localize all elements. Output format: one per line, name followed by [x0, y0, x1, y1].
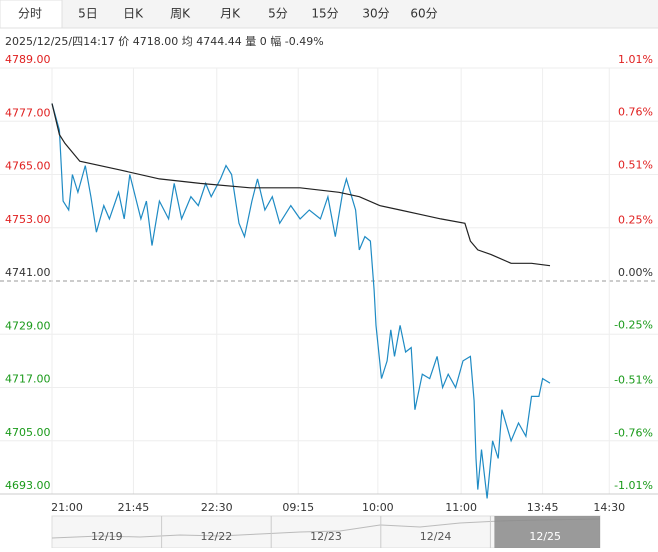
y2-tick-label: 0.51% — [618, 158, 653, 171]
y2-tick-label: 0.00% — [618, 266, 653, 279]
y2-tick-label: -0.51% — [614, 374, 653, 387]
tab-bar — [0, 0, 658, 28]
selected-tab[interactable] — [0, 0, 63, 29]
x-tick-label: 09:15 — [282, 501, 314, 514]
average-line — [51, 103, 551, 267]
info-price: 4718.00 — [129, 35, 178, 48]
y-tick-label: 4693.00 — [5, 479, 51, 492]
tab[interactable]: 5日 — [78, 7, 98, 21]
y2-tick-label: 0.25% — [618, 213, 653, 226]
tab[interactable]: 日K — [123, 7, 144, 21]
x-tick-label: 11:00 — [445, 501, 477, 514]
info-vol: 0 — [256, 35, 267, 48]
info-chg: -0.49% — [281, 35, 323, 48]
y-tick-label: 4705.00 — [5, 426, 51, 439]
info-chg-label: 幅 — [267, 35, 282, 48]
navigator-label[interactable]: 12/24 — [420, 530, 452, 543]
navigator-label[interactable]: 12/23 — [310, 530, 342, 543]
y-tick-label: 4729.00 — [5, 319, 51, 332]
y-tick-label: 4717.00 — [5, 373, 51, 386]
info-avg: 4744.44 — [193, 35, 242, 48]
info-vol-label: 量 — [242, 35, 257, 48]
y-tick-label: 4753.00 — [5, 213, 51, 226]
y2-tick-label: -0.25% — [614, 319, 653, 332]
y2-tick-label: 1.01% — [618, 53, 653, 66]
x-tick-label: 14:30 — [593, 501, 625, 514]
tab[interactable]: 60分 — [410, 7, 437, 21]
info-time: 2025/12/25/四14:17 — [5, 35, 115, 48]
y-tick-label: 4765.00 — [5, 160, 51, 173]
navigator-window[interactable] — [494, 516, 600, 548]
info-line: 2025/12/25/四14:17 价 4718.00 均 4744.44 量 … — [5, 35, 324, 48]
tab[interactable]: 周K — [170, 7, 191, 21]
x-tick-label: 22:30 — [201, 501, 233, 514]
x-tick-label: 21:00 — [51, 501, 83, 514]
x-tick-label: 13:45 — [527, 501, 559, 514]
y2-tick-label: -0.76% — [614, 426, 653, 439]
navigator-label[interactable]: 12/25 — [529, 530, 561, 543]
x-tick-label: 21:45 — [118, 501, 150, 514]
tab[interactable]: 30分 — [362, 7, 389, 21]
price-line — [51, 103, 551, 499]
tab[interactable]: 分时 — [18, 7, 42, 21]
navigator-line — [51, 518, 601, 539]
y-tick-label: 4789.00 — [5, 53, 51, 66]
info-avg-label: 均 — [178, 35, 193, 48]
y2-tick-label: 0.76% — [618, 106, 653, 119]
info-price-label: 价 — [115, 35, 130, 48]
navigator-label[interactable]: 12/19 — [91, 530, 123, 543]
y-tick-label: 4777.00 — [5, 106, 51, 119]
tab[interactable]: 5分 — [268, 7, 288, 21]
tab[interactable]: 15分 — [311, 7, 338, 21]
y2-tick-label: -1.01% — [614, 479, 653, 492]
tab[interactable]: 月K — [220, 7, 241, 21]
y-tick-label: 4741.00 — [5, 266, 51, 279]
navigator-label[interactable]: 12/22 — [201, 530, 233, 543]
x-tick-label: 10:00 — [362, 501, 394, 514]
